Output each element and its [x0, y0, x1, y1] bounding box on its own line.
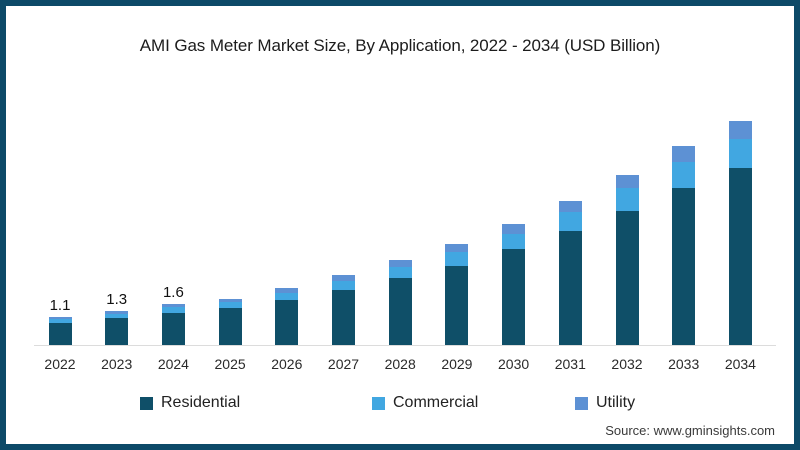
x-axis-label-2033: 2033	[668, 356, 700, 372]
bar-segment-commercial-2023	[105, 314, 129, 319]
legend-item-commercial: Commercial	[372, 394, 478, 412]
bar-segment-commercial-2025	[218, 302, 242, 309]
bar-segment-commercial-2034	[728, 138, 752, 168]
x-axis-label-2031: 2031	[554, 356, 586, 372]
x-axis-label-2022: 2022	[44, 356, 76, 372]
bar-segment-utility-2026	[275, 288, 299, 293]
legend-label-commercial: Commercial	[393, 394, 479, 411]
bar-2027	[332, 275, 355, 345]
legend-item-utility: Utility	[575, 394, 635, 412]
bar-2031	[558, 200, 582, 345]
bar-segment-commercial-2022	[48, 318, 72, 323]
bar-segment-utility-2034	[728, 120, 752, 139]
x-axis-line	[34, 345, 776, 346]
chart-title: AMI Gas Meter Market Size, By Applicatio…	[139, 36, 661, 55]
bar-segment-utility-2030	[502, 223, 526, 234]
x-axis-label-2029: 2029	[441, 356, 473, 372]
x-axis-label-2034: 2034	[724, 356, 756, 372]
legend-label-utility: Utility	[596, 394, 636, 411]
bar-segment-utility-2027	[332, 275, 355, 282]
bar-segment-residential-2025	[218, 308, 242, 345]
bar-segment-utility-2022	[48, 316, 72, 319]
source-text: Source: www.gminsights.com	[605, 423, 775, 438]
bar-segment-residential-2034	[728, 167, 752, 345]
bar-2026	[275, 288, 299, 345]
legend-label-residential: Residential	[161, 394, 241, 411]
bar-segment-commercial-2030	[502, 233, 526, 250]
bar-segment-residential-2030	[502, 249, 526, 345]
bar-segment-residential-2022	[48, 322, 72, 345]
bar-segment-utility-2025	[218, 298, 242, 303]
bar-segment-utility-2023	[105, 311, 129, 315]
bar-segment-commercial-2026	[275, 292, 299, 301]
x-axis-label-2030: 2030	[498, 356, 530, 372]
bar-2033	[672, 146, 696, 345]
bar-2030	[502, 223, 526, 345]
bar-segment-residential-2029	[445, 265, 469, 345]
legend-swatch-commercial	[372, 396, 385, 410]
bar-value-label-2023: 1.3	[106, 291, 128, 309]
bar-2023	[105, 311, 129, 345]
x-axis-label-2027: 2027	[327, 356, 360, 372]
bar-2025	[218, 298, 242, 345]
bar-segment-commercial-2027	[332, 281, 355, 291]
bar-segment-residential-2033	[672, 188, 696, 345]
bar-2022	[48, 316, 72, 345]
bar-segment-commercial-2032	[615, 188, 639, 211]
bar-segment-residential-2032	[615, 210, 639, 345]
bar-segment-residential-2023	[105, 318, 129, 345]
legend: Residential Commercial Utility	[6, 394, 794, 414]
bar-value-label-2024: 1.6	[162, 283, 184, 301]
legend-item-residential: Residential	[140, 394, 240, 412]
legend-swatch-residential	[140, 396, 153, 410]
bar-segment-residential-2026	[275, 300, 299, 345]
bar-segment-residential-2027	[332, 290, 355, 345]
bar-2032	[615, 174, 639, 345]
x-axis-label-2024: 2024	[157, 356, 189, 372]
x-axis-label-2032: 2032	[611, 356, 643, 372]
x-axis-label-2026: 2026	[271, 356, 303, 372]
bar-segment-commercial-2029	[445, 252, 469, 266]
x-axis-label-2028: 2028	[384, 356, 416, 372]
plot-area: 1.1 2022 1.3 2023 1.6 2024 2025 2026 2027 2028 202…	[6, 6, 794, 444]
bar-segment-utility-2031	[558, 200, 582, 213]
bar-2028	[388, 259, 412, 345]
bar-segment-utility-2024	[161, 303, 185, 308]
bar-segment-residential-2031	[558, 230, 582, 345]
x-axis-label-2023: 2023	[101, 356, 133, 372]
bar-segment-residential-2024	[161, 312, 185, 345]
bar-segment-commercial-2028	[388, 266, 412, 278]
bar-segment-utility-2032	[615, 174, 639, 189]
bar-segment-commercial-2031	[558, 212, 582, 231]
bar-segment-utility-2029	[445, 244, 469, 253]
bar-segment-commercial-2024	[161, 307, 185, 313]
bar-2029	[445, 244, 469, 345]
x-axis-label-2025: 2025	[214, 356, 246, 372]
bar-segment-commercial-2033	[672, 162, 696, 189]
bar-value-label-2022: 1.1	[49, 296, 71, 314]
bar-segment-utility-2033	[672, 146, 696, 163]
bar-2034	[728, 120, 752, 345]
bar-segment-residential-2028	[388, 277, 412, 345]
bar-2024	[161, 303, 185, 345]
legend-swatch-utility	[575, 396, 588, 410]
bar-segment-utility-2028	[388, 259, 412, 267]
